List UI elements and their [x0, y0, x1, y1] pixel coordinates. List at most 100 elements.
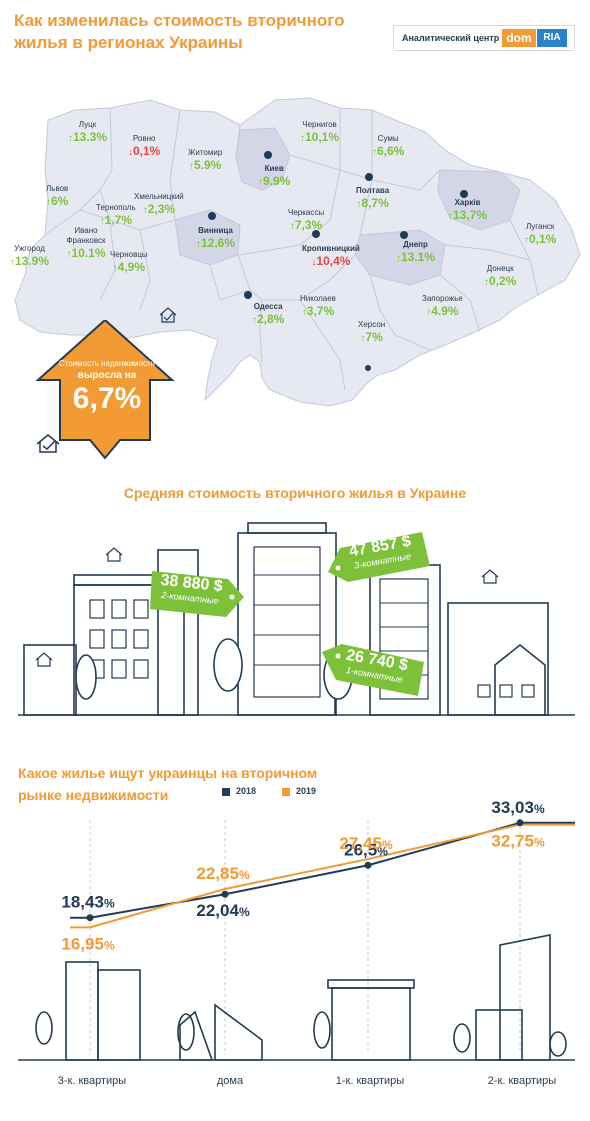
region-ivano-frankivsk: Ивано Франковск ↑10.1%	[58, 226, 114, 262]
region-value: ↑3,7%	[301, 304, 335, 318]
region-value: ↑4,9%	[112, 260, 146, 274]
category-label: 3-к. квартиры	[57, 1075, 127, 1087]
region-value-text: 13,7%	[453, 208, 488, 222]
region-name: Житомир	[188, 148, 223, 157]
data-point-2018	[86, 914, 94, 922]
region-lutsk: Луцк ↑13.3%	[68, 120, 107, 146]
region-value: ↑6,6%	[372, 144, 405, 158]
region-cherkasy: Черкассы ↑7,3%	[288, 208, 324, 234]
region-value: ↑0,2%	[484, 274, 517, 288]
region-value-text: 0,2%	[489, 274, 517, 288]
region-value-text: 0,1%	[133, 144, 161, 158]
region-value-text: 4.9%	[431, 304, 459, 318]
region-name: Хмельницкий	[134, 192, 184, 201]
region-value: ↑2,8%	[252, 312, 285, 326]
region-ternopil: Тернополь ↑1,7%	[96, 203, 136, 229]
region-value: ↑13.9%	[10, 254, 50, 268]
region-value-text: 9.9%	[263, 174, 291, 188]
region-value: ↑10.1%	[66, 246, 106, 260]
cityscape-illustration	[18, 522, 575, 716]
logo-dom: dom	[502, 29, 536, 47]
chart-title: Какое жилье ищут украинцы на вторичном р…	[18, 762, 398, 806]
price-growth-arrow	[35, 320, 175, 460]
region-value-text: 4,9%	[117, 260, 146, 274]
price-tag-2-room-shape	[150, 571, 244, 617]
region-kharkiv: Харків ↑13,7%	[448, 198, 487, 224]
region-name: Киев	[264, 164, 284, 173]
region-name: Винница	[198, 226, 233, 235]
region-name: Чернигов	[302, 120, 337, 129]
region-value: ↑0,1%	[524, 232, 557, 246]
region-zhytomyr: Житомир ↑5.9%	[188, 148, 222, 174]
region-value: ↑13.3%	[68, 130, 108, 144]
chart-title-line-1: Какое жилье ищут украинцы на вторичном	[18, 765, 318, 781]
data-label-2018: 18,43%	[61, 893, 115, 912]
logo[interactable]: Аналитический центр dom RIA	[393, 25, 575, 51]
region-value-text: 6,6%	[377, 144, 405, 158]
data-label-2019: 22,85%	[196, 864, 250, 883]
region-poltava: Полтава ↑8,7%	[356, 186, 389, 212]
region-name: Полтава	[356, 186, 390, 195]
region-vinnytsia: Винница ↑12,6%	[196, 226, 235, 252]
region-donetsk: Донецк ↑0,2%	[484, 264, 516, 290]
region-value-text: 8,7%	[361, 196, 389, 210]
logo-ria-text: RIA	[543, 32, 561, 43]
price-growth-summary: Стоимость недвижимости выросла на 6,7%	[42, 358, 172, 416]
region-value-text: 13.9%	[15, 254, 50, 268]
region-value-text: 3,7%	[306, 304, 335, 318]
data-point-2018	[516, 819, 524, 827]
region-value-text: 12,6%	[201, 236, 236, 250]
check-house-icon	[159, 307, 177, 323]
title-line-2: жилья в регионах Украины	[14, 33, 243, 52]
region-value-text: 1,7%	[104, 213, 132, 227]
summary-value: 6,7%	[72, 382, 142, 415]
region-value-text: 7,3%	[294, 218, 323, 232]
logo-ria: RIA	[537, 29, 567, 47]
region-value-text: 10.1%	[71, 246, 106, 260]
region-lviv: Львов ↑6%	[46, 184, 68, 210]
legend-swatch	[222, 787, 230, 796]
region-name: Одесса	[253, 302, 283, 311]
region-value-text: 13.1%	[401, 250, 436, 264]
data-label-2018: 22,04%	[196, 901, 250, 920]
region-kropyvnytskyi: Кропивницкий ↓10,4%	[302, 244, 360, 270]
region-name: Черкассы	[288, 208, 325, 217]
region-name: Запорожье	[422, 294, 463, 303]
region-value: ↑1,7%	[99, 213, 132, 227]
legend-label: 2019	[296, 786, 317, 796]
region-value-text: 7%	[365, 330, 383, 344]
region-khmelnytskyi: Хмельницкий ↑2,3%	[134, 192, 184, 218]
category-label: 2-к. квартиры	[487, 1075, 557, 1087]
region-chernihiv: Чернигов ↑10,1%	[300, 120, 339, 146]
region-value-text: 5.9%	[193, 158, 222, 172]
region-name: Черновцы	[110, 250, 148, 259]
region-name: Сумы	[377, 134, 399, 143]
region-name: Днепр	[403, 240, 428, 249]
region-value-text: 2,8%	[257, 312, 285, 326]
data-point-2018	[364, 861, 372, 869]
ukraine-map	[14, 97, 581, 407]
region-value: ↑13,7%	[448, 208, 488, 222]
legend-swatch	[282, 787, 290, 796]
region-value-text: 6%	[51, 194, 69, 208]
region-uzhhorod: Ужгород ↑13.9%	[10, 244, 49, 270]
region-value: ↓0,1%	[128, 144, 161, 158]
region-value: ↑6%	[46, 194, 69, 208]
data-point-2018	[221, 890, 229, 898]
region-value: ↑5.9%	[188, 158, 222, 172]
region-luhansk: Луганск ↑0,1%	[524, 222, 556, 248]
series-line-2019	[70, 823, 575, 929]
data-label-2019: 27,45%	[339, 834, 393, 853]
data-label-2019: 16,95%	[61, 934, 115, 953]
region-value-text: 2,3%	[147, 202, 176, 216]
region-name: Донецк	[486, 264, 514, 273]
region-chernivtsi: Черновцы ↑4,9%	[110, 250, 148, 276]
region-rivne: Ровно ↓0,1%	[128, 134, 160, 160]
price-tag-3-room-shape	[328, 532, 430, 582]
region-name: Харків	[454, 198, 481, 207]
region-name: Тернополь	[96, 203, 136, 212]
legend-item-2018: 2018	[222, 786, 256, 796]
page-title: Как изменилась стоимость вторичного жиль…	[14, 10, 374, 54]
region-name: Ивано Франковск	[66, 226, 106, 245]
category-label: дома	[216, 1075, 244, 1087]
